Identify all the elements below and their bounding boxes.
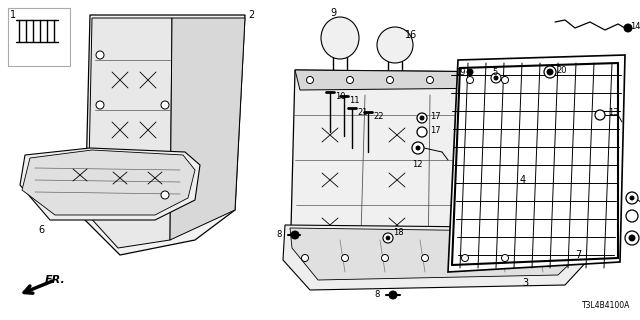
Circle shape bbox=[291, 231, 299, 239]
Circle shape bbox=[307, 76, 314, 84]
Circle shape bbox=[342, 254, 349, 261]
Text: 2: 2 bbox=[248, 10, 254, 20]
Text: 12: 12 bbox=[412, 160, 422, 169]
Text: 21: 21 bbox=[357, 108, 367, 117]
Text: 13: 13 bbox=[608, 108, 619, 117]
Text: 17: 17 bbox=[430, 112, 440, 121]
Circle shape bbox=[161, 101, 169, 109]
Polygon shape bbox=[290, 228, 582, 280]
Polygon shape bbox=[283, 225, 590, 290]
Text: 17: 17 bbox=[638, 210, 640, 219]
Polygon shape bbox=[448, 55, 625, 272]
Ellipse shape bbox=[377, 27, 413, 63]
Text: 6: 6 bbox=[38, 225, 44, 235]
Polygon shape bbox=[290, 70, 515, 278]
Text: 19: 19 bbox=[455, 68, 465, 77]
Circle shape bbox=[625, 231, 639, 245]
Ellipse shape bbox=[321, 17, 359, 59]
Circle shape bbox=[544, 66, 556, 78]
Text: T3L4B4100A: T3L4B4100A bbox=[582, 301, 630, 310]
Text: 17: 17 bbox=[430, 126, 440, 135]
Text: 14: 14 bbox=[630, 22, 640, 31]
Text: 18: 18 bbox=[393, 228, 404, 237]
Polygon shape bbox=[20, 148, 200, 220]
Text: 7: 7 bbox=[575, 250, 581, 260]
Circle shape bbox=[467, 69, 473, 75]
Circle shape bbox=[412, 142, 424, 154]
Text: 4: 4 bbox=[520, 175, 526, 185]
Circle shape bbox=[502, 76, 509, 84]
Text: 20: 20 bbox=[556, 66, 566, 75]
FancyBboxPatch shape bbox=[8, 8, 70, 66]
Circle shape bbox=[383, 233, 393, 243]
Circle shape bbox=[626, 192, 638, 204]
Text: 5: 5 bbox=[492, 68, 497, 77]
Polygon shape bbox=[22, 150, 195, 215]
Text: 8: 8 bbox=[374, 290, 380, 299]
Circle shape bbox=[422, 254, 429, 261]
Polygon shape bbox=[88, 18, 172, 248]
Circle shape bbox=[96, 101, 104, 109]
Circle shape bbox=[491, 73, 501, 83]
Text: 11: 11 bbox=[349, 96, 360, 105]
Circle shape bbox=[547, 69, 553, 75]
Polygon shape bbox=[85, 15, 245, 255]
Circle shape bbox=[389, 291, 397, 299]
Circle shape bbox=[626, 210, 638, 222]
Circle shape bbox=[417, 127, 427, 137]
Circle shape bbox=[420, 116, 424, 120]
Circle shape bbox=[624, 24, 632, 32]
Circle shape bbox=[461, 254, 468, 261]
Circle shape bbox=[426, 76, 433, 84]
Text: 10: 10 bbox=[335, 92, 346, 101]
Text: 9: 9 bbox=[330, 8, 336, 18]
Circle shape bbox=[161, 191, 169, 199]
Text: 8: 8 bbox=[276, 230, 282, 239]
Circle shape bbox=[629, 235, 635, 241]
Polygon shape bbox=[170, 18, 245, 240]
Polygon shape bbox=[295, 70, 515, 90]
Circle shape bbox=[595, 110, 605, 120]
Text: 17: 17 bbox=[638, 192, 640, 201]
Circle shape bbox=[467, 76, 474, 84]
Circle shape bbox=[96, 51, 104, 59]
Circle shape bbox=[630, 196, 634, 200]
Circle shape bbox=[346, 76, 353, 84]
Circle shape bbox=[301, 254, 308, 261]
Text: 1: 1 bbox=[10, 10, 16, 20]
Circle shape bbox=[417, 113, 427, 123]
Circle shape bbox=[494, 76, 498, 80]
Text: 3: 3 bbox=[522, 278, 528, 288]
Text: FR.: FR. bbox=[45, 275, 66, 285]
Text: 16: 16 bbox=[405, 30, 417, 40]
Text: 22: 22 bbox=[373, 112, 383, 121]
Circle shape bbox=[502, 254, 509, 261]
Circle shape bbox=[386, 236, 390, 240]
Circle shape bbox=[416, 146, 420, 150]
Circle shape bbox=[381, 254, 388, 261]
Circle shape bbox=[387, 76, 394, 84]
